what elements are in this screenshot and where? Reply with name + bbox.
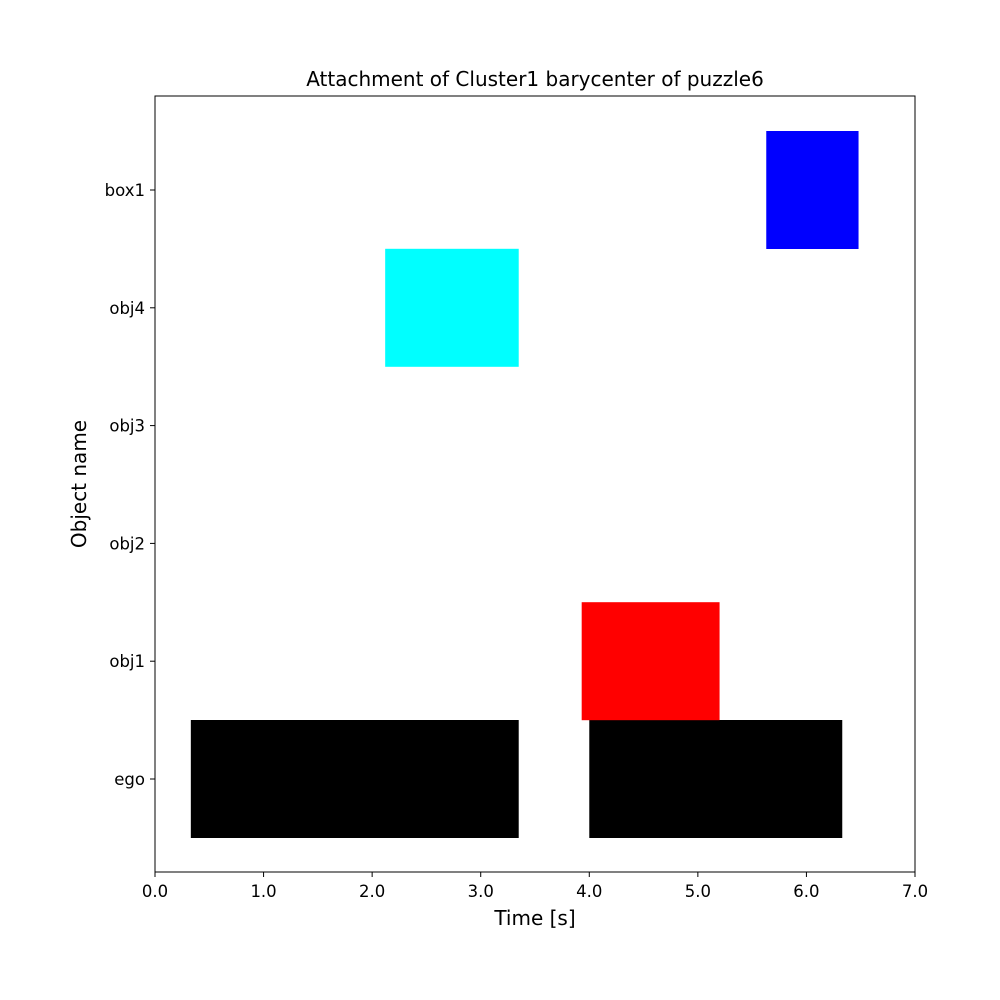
x-axis: 0.0 1.0 2.0 3.0 4.0 5.0 6.0 7.0 [142,872,928,901]
x-tick-label: 2.0 [359,882,385,901]
y-tick-label: box1 [105,181,145,200]
y-axis-label: Object name [67,420,91,548]
x-tick-label: 5.0 [685,882,711,901]
x-tick-label: 6.0 [793,882,819,901]
bar-box1-1 [766,131,859,249]
y-tick-label: obj1 [109,652,145,671]
plot-frame [154,95,916,873]
bar-ego-1 [190,720,519,838]
x-axis-label: Time [s] [493,906,575,930]
bar-obj1-1 [581,602,720,721]
y-tick-label: ego [114,770,145,789]
y-tick-label: obj3 [109,417,145,436]
bars [190,131,859,838]
plot-area [154,95,916,873]
y-tick-label: obj4 [109,299,145,318]
bar-obj4-1 [385,248,519,367]
y-axis: ego obj1 obj2 obj3 obj4 box1 [105,181,155,789]
x-tick-label: 4.0 [576,882,602,901]
bar-ego-2 [589,720,843,838]
chart-title: Attachment of Cluster1 barycenter of puz… [306,67,764,91]
x-tick-label: 1.0 [250,882,276,901]
y-tick-label: obj2 [109,534,145,553]
x-tick-label: 7.0 [902,882,928,901]
x-tick-label: 0.0 [142,882,168,901]
x-tick-label: 3.0 [468,882,494,901]
